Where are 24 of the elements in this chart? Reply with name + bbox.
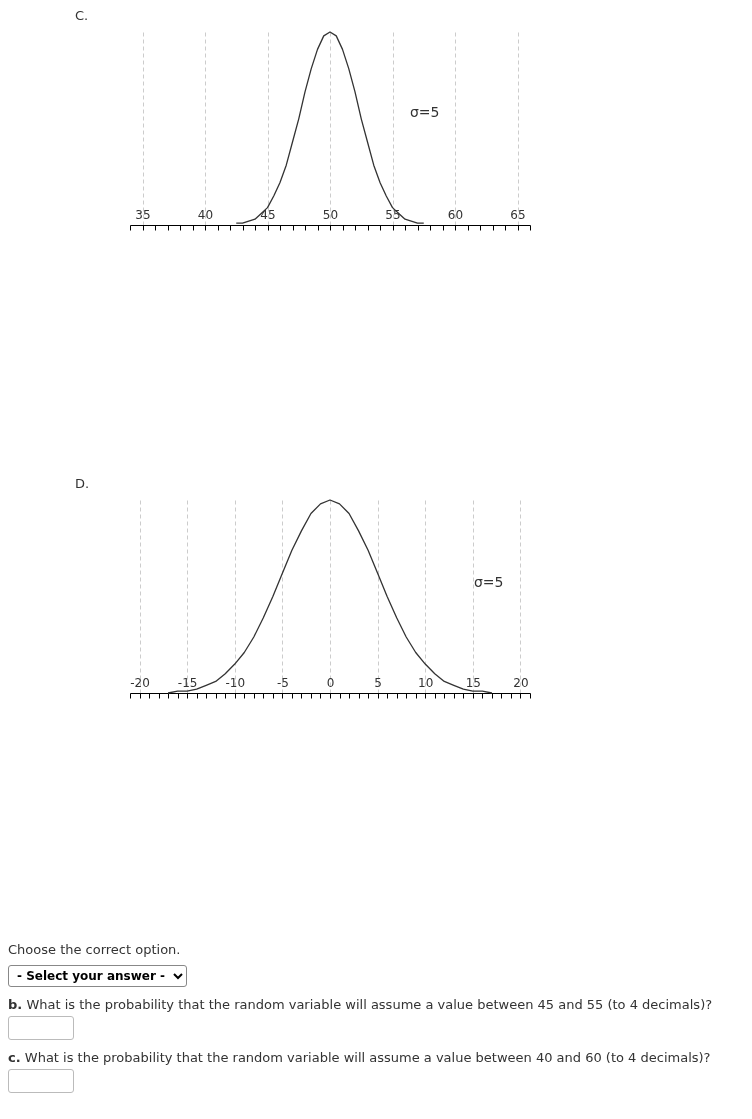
text: b. What is the probability that the random variable will assume a value between 45 and 55 (to 4 decimals)? — [8, 997, 714, 1012]
x-tick-label: -5 — [276, 675, 289, 690]
annotation: σ=5 — [410, 104, 440, 121]
x-tick-label: 65 — [510, 207, 526, 222]
x-tick-label: 45 — [260, 207, 276, 222]
x-tick-label: -20 — [130, 675, 150, 690]
x-tick-label: 60 — [447, 207, 464, 222]
x-tick-label: -10 — [225, 675, 246, 690]
text: c. What is the probability that the random variable will assume a value between 40 and 60 (to 4 decimals)? — [8, 1050, 712, 1065]
x-tick-label: 35 — [135, 207, 151, 222]
x-tick-label: 20 — [513, 675, 529, 690]
answer-dropdown: - Select your answer - — [8, 965, 187, 987]
annotation: σ=5 — [474, 573, 504, 590]
x-tick-label: 10 — [418, 675, 434, 690]
x-tick-label: -15 — [177, 675, 198, 690]
chart-title: D. — [75, 476, 90, 492]
chart-title: C. — [75, 8, 89, 24]
x-tick-label: 0 — [326, 675, 335, 690]
x-tick-label: 5 — [374, 675, 382, 690]
text: Choose the correct option. — [8, 942, 182, 957]
x-tick-label: 50 — [322, 207, 339, 222]
x-tick-label: 55 — [385, 207, 401, 222]
x-tick-label: 40 — [197, 207, 214, 222]
x-tick-label: 15 — [465, 675, 481, 690]
